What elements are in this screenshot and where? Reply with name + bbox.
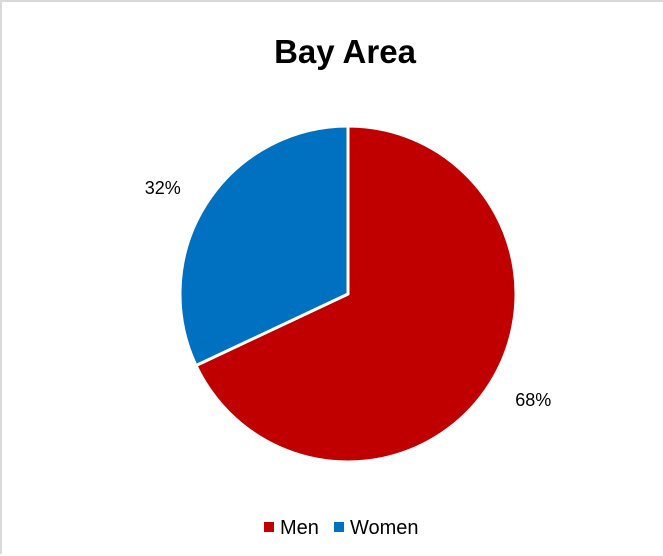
pie-slices: [178, 124, 518, 464]
legend-swatch-men: [264, 522, 274, 532]
data-label-men: 68%: [515, 390, 551, 410]
data-labels: 68% 32%: [145, 178, 551, 410]
legend-label-men: Men: [280, 517, 319, 539]
data-label-women: 32%: [145, 178, 181, 198]
legend-label-women: Women: [350, 517, 419, 539]
pie-slice-women: [178, 124, 350, 368]
pie-slice-men: [194, 124, 518, 464]
legend: Men Women: [264, 517, 419, 539]
legend-swatch-women: [334, 522, 344, 532]
chart-title: Bay Area: [274, 33, 417, 70]
